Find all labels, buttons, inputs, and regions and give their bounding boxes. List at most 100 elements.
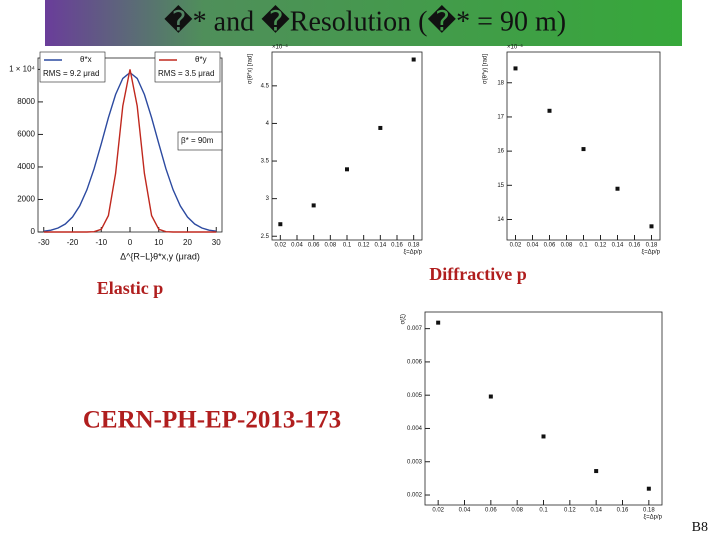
y-tick-label: 4000 (17, 162, 35, 171)
point (594, 469, 599, 474)
y-axis-label: σ(θ*y) [rad] (483, 54, 489, 84)
x-tick-label: 0.14 (590, 508, 602, 514)
x-tick-label: 0.12 (595, 243, 607, 249)
x-tick-label: 0.14 (612, 243, 624, 249)
point (345, 167, 349, 172)
point (547, 108, 552, 113)
page-number: B8 (692, 520, 708, 535)
point (581, 147, 586, 152)
x-tick-label: 0.12 (358, 243, 370, 249)
y-tick-label: 0.005 (407, 393, 423, 399)
y-tick-label: 0 (31, 227, 36, 236)
y-tick-label: 8000 (17, 97, 35, 106)
point (311, 203, 316, 208)
x-tick-label: 0.18 (646, 243, 658, 249)
legend-label: θ*y (195, 55, 207, 64)
plot-frame (424, 311, 663, 506)
slide-title: �* and �Resolution (�* = 90 m) (164, 4, 566, 37)
y-tick-label: 14 (497, 217, 504, 223)
series-line (43, 71, 217, 232)
x-tick-label: -10 (95, 238, 107, 247)
x-tick-label: 0.08 (511, 508, 523, 514)
point (411, 57, 416, 62)
legend-box (39, 51, 106, 83)
x-tick-label: 0.04 (459, 508, 471, 514)
y-tick-label: 3 (266, 196, 270, 202)
x-tick-label: 0.14 (374, 243, 386, 249)
x-tick-label: 0.02 (510, 243, 522, 249)
y-tick-label: 4 (266, 121, 270, 127)
y-tick-label: 0.004 (407, 426, 423, 432)
x-tick-label: 0.06 (308, 243, 320, 249)
x-tick-label: 0.08 (561, 243, 573, 249)
x-tick-label: 0.08 (324, 243, 336, 249)
point (541, 434, 546, 439)
point (649, 224, 654, 229)
y-tick-label: 0.007 (407, 326, 423, 332)
y-tick-label: 3.5 (261, 159, 270, 165)
annotation: RMS = 3.5 μrad (158, 69, 214, 78)
legend-box (154, 51, 221, 83)
x-tick-label: 0.18 (408, 243, 420, 249)
x-tick-label: 30 (212, 238, 221, 247)
x-tick-label: 0.04 (291, 243, 303, 249)
x-tick-label: 0.16 (617, 508, 629, 514)
x-tick-label: -20 (67, 238, 79, 247)
point (513, 66, 518, 71)
y-tick-label: 17 (497, 115, 504, 121)
x-tick-label: 0.1 (343, 243, 352, 249)
y-tick-label: 0.006 (407, 359, 423, 365)
x-tick-label: 0 (128, 238, 133, 247)
x-tick-label: 0.04 (527, 243, 539, 249)
point (436, 320, 441, 325)
point (278, 222, 283, 227)
y-tick-label: 2000 (17, 195, 35, 204)
x-axis-label: ξ=Δp/p (643, 515, 662, 521)
elastic-label: Elastic p (97, 278, 164, 298)
x-tick-label: 10 (154, 238, 163, 247)
y-tick-label: 0.002 (407, 493, 423, 499)
y-tick-label: 6000 (17, 130, 35, 139)
x-tick-label: 0.06 (544, 243, 556, 249)
x-axis-label: ξ=Δp/p (403, 250, 422, 256)
x-tick-label: 0.16 (629, 243, 641, 249)
annotation-box (177, 131, 223, 151)
diffractive-label: Diffractive p (429, 264, 526, 284)
y-tick-label: 1 × 10⁴ (9, 64, 35, 73)
y-axis-label: σ(ξ) (401, 314, 407, 324)
legend-label: θ*x (80, 55, 92, 64)
point (615, 186, 620, 191)
point (488, 394, 493, 399)
x-tick-label: 0.18 (643, 508, 655, 514)
x-tick-label: 0.16 (391, 243, 403, 249)
x-tick-label: 0.06 (485, 508, 497, 514)
x-tick-label: 20 (183, 238, 192, 247)
y-exponent: ×10⁻⁶ (272, 44, 288, 51)
x-axis-label: Δ^{R−L}θ*x,y (μrad) (120, 251, 200, 261)
y-tick-label: 16 (497, 149, 504, 155)
series-line (43, 69, 217, 233)
y-tick-label: 18 (497, 80, 504, 86)
x-tick-label: 0.1 (539, 508, 548, 514)
x-tick-label: 0.02 (432, 508, 444, 514)
point (378, 125, 383, 130)
y-axis-label: σ(θ*x) [rad] (248, 54, 254, 84)
x-tick-label: -30 (38, 238, 50, 247)
point (646, 486, 651, 491)
x-tick-label: 0.1 (579, 243, 588, 249)
reference: CERN-PH-EP-2013-173 (83, 407, 341, 434)
y-tick-label: 2.5 (261, 234, 270, 240)
annotation: RMS = 9.2 μrad (43, 69, 99, 78)
y-tick-label: 4.5 (261, 83, 270, 89)
y-tick-label: 15 (497, 183, 504, 189)
x-axis-label: ξ=Δp/p (641, 250, 660, 256)
y-exponent: ×10⁻⁶ (507, 44, 523, 51)
x-tick-label: 0.02 (274, 243, 286, 249)
x-tick-label: 0.12 (564, 508, 576, 514)
plot-frame (506, 51, 661, 241)
annotation: β* = 90m (181, 136, 214, 145)
header-band (45, 0, 682, 46)
y-tick-label: 0.003 (407, 459, 423, 465)
